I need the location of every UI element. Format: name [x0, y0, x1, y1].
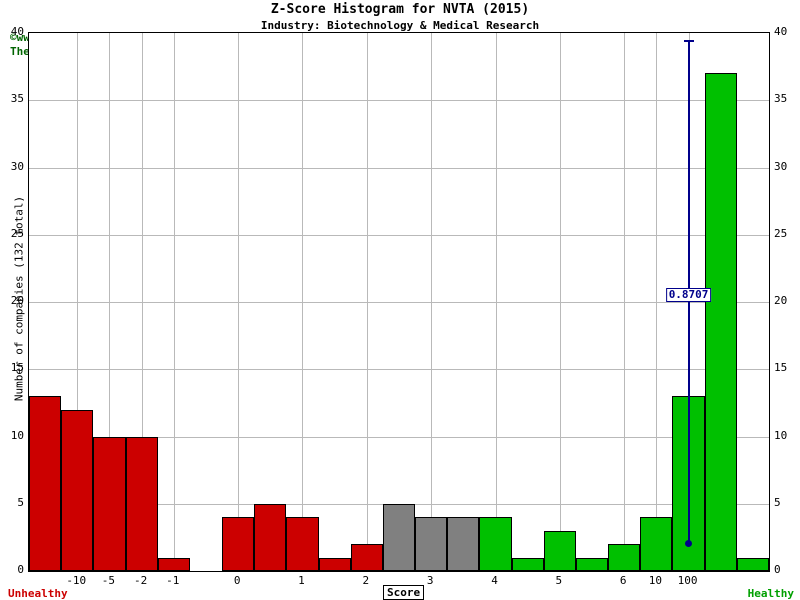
- y-tick-label: 15: [10, 361, 24, 375]
- chart-subtitle: Industry: Biotechnology & Medical Resear…: [260, 19, 540, 32]
- histogram-bar: [157, 557, 190, 571]
- grid-line-vertical: [560, 33, 561, 571]
- grid-line-horizontal: [29, 100, 769, 102]
- histogram-bar: [736, 557, 769, 571]
- histogram-bar: [318, 557, 351, 571]
- x-tick-label: 5: [555, 574, 563, 587]
- y-tick-label: 20: [774, 294, 788, 307]
- y-tick-label: 25: [774, 226, 788, 240]
- z-marker-dot: [685, 540, 693, 548]
- histogram-bar: [286, 517, 319, 571]
- marker-layer: 0.8707: [29, 33, 769, 571]
- grid-line-vertical: [174, 33, 175, 571]
- x-tick-label: 3: [426, 574, 434, 587]
- x-tick-label: -5: [101, 574, 116, 587]
- y-tick-label: 30: [10, 159, 24, 173]
- x-tick-label: 10: [648, 574, 663, 587]
- histogram-bar: [29, 396, 62, 571]
- x-axis-healthy-label: Healthy: [747, 587, 794, 600]
- x-tick-label: -1: [166, 574, 180, 587]
- histogram-bar: [479, 517, 512, 571]
- grid-line-vertical: [624, 33, 625, 571]
- grid-line-vertical: [367, 33, 368, 571]
- grid-line-vertical: [238, 33, 239, 571]
- y-tick-label: 25: [10, 226, 24, 240]
- histogram-bar: [93, 436, 126, 571]
- histogram-bar: [61, 409, 94, 571]
- histogram-bar: [543, 530, 576, 571]
- histogram-bar: [575, 557, 609, 571]
- x-axis-unhealthy-label: Unhealthy: [8, 587, 68, 600]
- y-tick-label: 0: [17, 563, 24, 576]
- histogram-bar: [254, 503, 287, 571]
- y-tick-label: 35: [10, 92, 24, 106]
- grid-line-horizontal: [29, 369, 769, 371]
- y-tick-label: 15: [774, 361, 788, 375]
- bars-layer: [29, 33, 769, 571]
- y-tick-label: 30: [774, 159, 788, 173]
- z-marker-top-cap: [683, 39, 694, 42]
- grid-line-horizontal: [29, 436, 769, 438]
- y-tick-label: 20: [10, 294, 24, 307]
- x-axis-score-label: Score: [383, 585, 425, 600]
- histogram-bar: [382, 503, 416, 571]
- grid-line-vertical: [302, 33, 303, 571]
- y-tick-label: 10: [774, 428, 788, 442]
- grid-line-vertical: [656, 33, 657, 571]
- x-tick-label: 1: [298, 574, 305, 587]
- grid-line-horizontal: [29, 302, 769, 303]
- histogram-bar: [511, 557, 544, 571]
- x-tick-label: 4: [491, 574, 498, 587]
- y-tick-label: 5: [17, 495, 24, 509]
- histogram-bar: [350, 544, 383, 571]
- y-tick-label: 5: [774, 495, 781, 509]
- histogram-bar: [704, 73, 737, 571]
- histogram-bar: [640, 517, 673, 571]
- grid-line-horizontal: [29, 234, 769, 236]
- x-tick-label: 2: [362, 574, 370, 587]
- chart-title: Z-Score Histogram for NVTA (2015): [270, 2, 530, 17]
- x-tick-label: 100: [677, 574, 698, 587]
- histogram-bar: [447, 517, 480, 571]
- x-tick-label: -10: [66, 574, 87, 587]
- grid-line-horizontal: [29, 167, 769, 169]
- x-tick-label: -2: [133, 574, 148, 587]
- x-tick-label: 0: [233, 574, 241, 587]
- histogram-plot-area: 0.8707: [28, 32, 770, 572]
- grid-line-vertical: [109, 33, 110, 571]
- histogram-bar: [608, 544, 641, 571]
- y-tick-label: 40: [774, 25, 788, 38]
- grid-line-vertical: [77, 33, 78, 571]
- grid-line-vertical: [496, 33, 497, 571]
- grid-line-vertical: [431, 33, 432, 571]
- histogram-bar: [125, 436, 158, 571]
- x-tick-label: 6: [619, 574, 627, 587]
- y-tick-label: 35: [774, 92, 788, 106]
- histogram-bar: [415, 517, 448, 571]
- z-score-value-label: 0.8707: [665, 288, 712, 303]
- y-tick-label: 0: [774, 563, 781, 576]
- y-tick-label: 10: [10, 428, 24, 442]
- y-tick-label: 40: [10, 25, 24, 38]
- grid-line-vertical: [142, 33, 143, 571]
- histogram-bar: [222, 517, 255, 571]
